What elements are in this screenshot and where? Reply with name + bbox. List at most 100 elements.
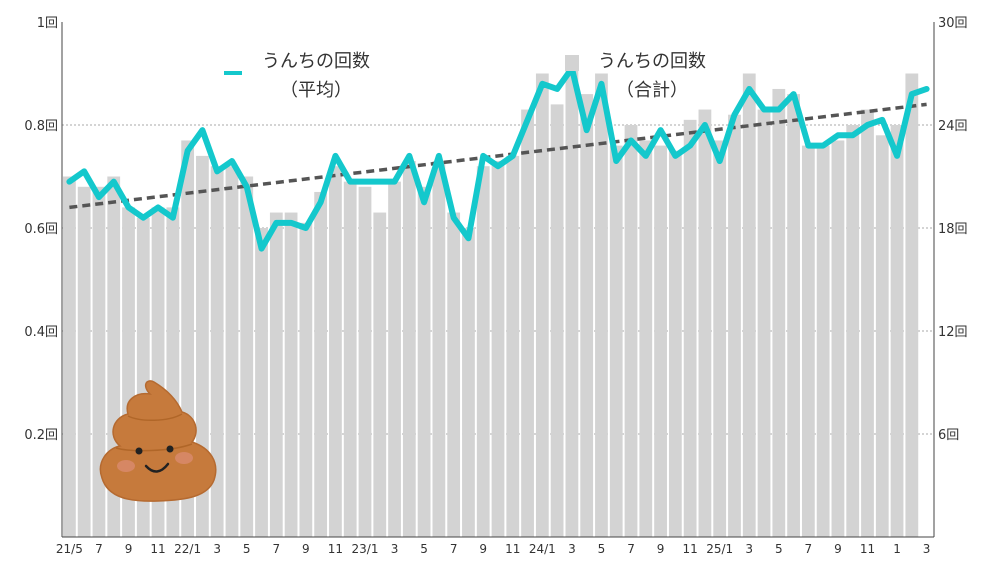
poop-icon: [99, 380, 217, 502]
x-tick-14: 7: [272, 542, 280, 556]
bar-44: [713, 140, 727, 537]
bar-24: [417, 186, 431, 538]
bar-41: [668, 150, 682, 537]
bar-48: [772, 88, 786, 537]
bar-36: [595, 73, 608, 537]
bar-19: [343, 181, 357, 537]
poop-cheek-left: [117, 460, 135, 472]
bar-27: [462, 228, 475, 537]
y-axis-right-ticks: 6回 12回 18回 24回 30回: [938, 16, 968, 443]
bar-37: [609, 145, 623, 537]
bar-29: [491, 161, 505, 538]
bar-21: [373, 212, 387, 538]
x-tick-24: 5: [420, 542, 428, 556]
bar-2: [92, 186, 106, 538]
bar-55: [875, 135, 889, 538]
poop-cheek-right: [175, 452, 193, 464]
x-tick-2: 7: [95, 542, 103, 556]
x-tick-4: 9: [125, 542, 133, 556]
bar-23: [402, 161, 416, 538]
bar-30: [506, 155, 520, 537]
y-right-tick-1: 12回: [938, 325, 968, 340]
bar-56: [890, 125, 904, 537]
x-tick-50: 7: [805, 542, 813, 556]
bar-42: [683, 119, 697, 537]
x-tick-54: 11: [860, 542, 875, 556]
bar-49: [787, 94, 800, 537]
x-tick-18: 11: [328, 542, 343, 556]
bar-12: [240, 176, 254, 537]
bar-35: [580, 94, 594, 537]
y-right-tick-2: 18回: [938, 222, 968, 237]
legend-label-total-line2: （合計）: [616, 80, 688, 101]
bar-10: [210, 166, 224, 537]
bar-50: [801, 145, 815, 537]
bar-11: [225, 166, 239, 537]
x-tick-34: 3: [568, 542, 576, 556]
bar-17: [314, 191, 328, 537]
bar-25: [432, 161, 446, 538]
trend-line-path: [69, 102, 927, 210]
bar-15: [284, 212, 298, 538]
bar-57: [905, 73, 919, 537]
bar-33: [550, 104, 564, 538]
y-left-tick-0: 0.2回: [24, 428, 58, 443]
bar-32: [535, 73, 549, 537]
x-tick-16: 9: [302, 542, 310, 556]
bar-28: [476, 166, 490, 537]
bar-39: [639, 140, 653, 537]
bar-51: [816, 145, 830, 537]
bar-20: [358, 186, 372, 538]
x-tick-0: 21/5: [56, 542, 83, 556]
x-tick-56: 1: [893, 542, 901, 556]
y-right-tick-4: 30回: [938, 16, 968, 31]
bar-34: [565, 63, 579, 537]
x-tick-32: 24/1: [529, 542, 556, 556]
x-tick-44: 25/1: [706, 542, 733, 556]
y-left-tick-3: 0.8回: [24, 119, 58, 134]
line-series-average: [66, 65, 930, 252]
x-tick-20: 23/1: [352, 542, 379, 556]
bar-45: [728, 114, 741, 537]
poop-eye-left: [135, 447, 143, 455]
poop-mouth: [144, 462, 170, 473]
x-axis-ticks: 21/5 7 9 11 22/1 3 5 7 9 11 23/1 3 5 7 9 11 24/1 3 5 7 9 11 25…: [56, 542, 931, 556]
x-tick-12: 5: [243, 542, 251, 556]
bar-1: [77, 186, 91, 538]
bar-46: [742, 73, 756, 537]
bar-53: [846, 125, 860, 537]
legend: うんちの回数 （平均） うんちの回数 （合計）: [224, 51, 706, 101]
bar-18: [329, 166, 342, 537]
bar-22: [388, 181, 401, 537]
x-tick-8: 22/1: [174, 542, 201, 556]
x-tick-10: 3: [213, 542, 221, 556]
legend-label-average-line1: うんちの回数: [262, 51, 370, 72]
legend-swatch-total: [565, 55, 579, 71]
x-tick-58: 3: [923, 542, 931, 556]
x-tick-22: 3: [391, 542, 399, 556]
legend-label-total-line1: うんちの回数: [598, 51, 706, 72]
bar-43: [698, 109, 712, 538]
x-tick-42: 11: [682, 542, 697, 556]
y-left-tick-1: 0.4回: [24, 325, 58, 340]
x-tick-26: 7: [450, 542, 458, 556]
bar-38: [624, 125, 638, 537]
x-tick-36: 5: [598, 542, 606, 556]
bar-54: [861, 109, 874, 538]
x-tick-52: 9: [834, 542, 842, 556]
y-axis-left-ticks: 0.2回 0.4回 0.6回 0.8回 1回: [24, 16, 58, 443]
x-tick-6: 11: [150, 542, 165, 556]
bar-52: [831, 140, 845, 537]
x-tick-38: 7: [627, 542, 635, 556]
y-left-tick-2: 0.6回: [24, 222, 58, 237]
y-left-tick-4: 1回: [37, 16, 58, 31]
bar-16: [299, 222, 313, 537]
x-tick-30: 11: [505, 542, 520, 556]
bar-40: [654, 145, 667, 537]
poop-eye-right: [166, 445, 174, 453]
bar-31: [521, 109, 534, 538]
legend-label-average-line2: （平均）: [280, 80, 352, 101]
bar-26: [447, 212, 461, 538]
bar-14: [269, 212, 283, 538]
